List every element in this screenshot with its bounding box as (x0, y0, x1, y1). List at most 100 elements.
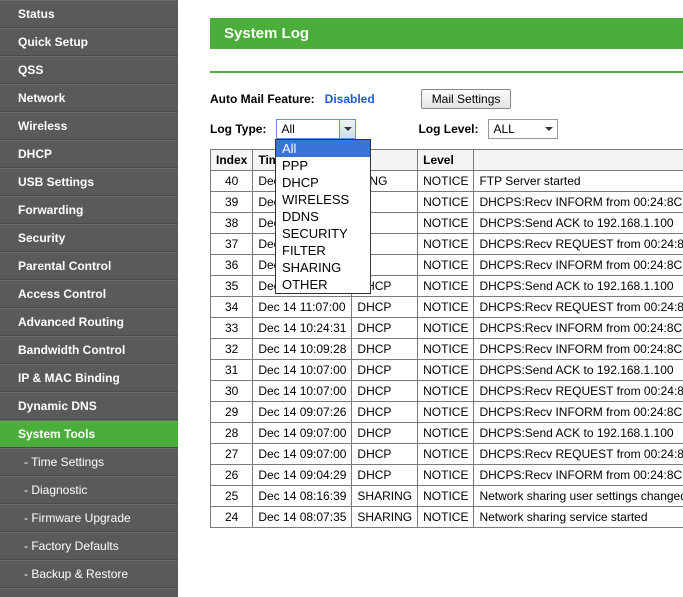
cell-content: FTP Server started (474, 171, 683, 192)
dropdown-option[interactable]: FILTER (276, 242, 370, 259)
divider (210, 71, 683, 73)
sidebar-item[interactable]: IP & MAC Binding (0, 364, 178, 392)
sidebar-item[interactable]: - Diagnostic (0, 476, 178, 504)
dropdown-option[interactable]: DDNS (276, 208, 370, 225)
cell-content: DHCPS:Recv REQUEST from 00:24:8C (474, 444, 683, 465)
log-type-select[interactable]: All (276, 119, 356, 139)
sidebar-item[interactable]: Dynamic DNS (0, 392, 178, 420)
cell-content: DHCPS:Recv REQUEST from 00:24:8C (474, 297, 683, 318)
cell-type: DHCP (352, 465, 418, 486)
sidebar-item[interactable]: Network (0, 84, 178, 112)
sidebar-item[interactable]: USB Settings (0, 168, 178, 196)
cell-time: Dec 14 09:04:29 (253, 465, 352, 486)
log-type-value: All (281, 122, 294, 136)
cell-type: DHCP (352, 402, 418, 423)
sidebar-item[interactable]: Advanced Routing (0, 308, 178, 336)
cell-index: 38 (211, 213, 253, 234)
cell-index: 30 (211, 381, 253, 402)
cell-index: 27 (211, 444, 253, 465)
mail-settings-button[interactable]: Mail Settings (421, 89, 512, 109)
sidebar-item[interactable]: Quick Setup (0, 28, 178, 56)
cell-type: DHCP (352, 381, 418, 402)
cell-index: 35 (211, 276, 253, 297)
sidebar-item[interactable]: - Reboot (0, 588, 178, 597)
dropdown-option[interactable]: All (276, 140, 370, 157)
sidebar-item[interactable]: System Tools (0, 420, 178, 448)
page-title: System Log (210, 18, 683, 49)
cell-level: NOTICE (418, 276, 474, 297)
table-row: 27Dec 14 09:07:00DHCPNOTICEDHCPS:Recv RE… (211, 444, 683, 465)
cell-content: DHCPS:Recv INFORM from 00:24:8C:6 (474, 402, 683, 423)
chevron-down-icon (541, 120, 557, 138)
dropdown-option[interactable]: OTHER (276, 276, 370, 293)
cell-content: DHCPS:Recv REQUEST from 00:24:8C (474, 234, 683, 255)
sidebar-item[interactable]: DHCP (0, 140, 178, 168)
cell-level: NOTICE (418, 171, 474, 192)
sidebar-item[interactable]: - Backup & Restore (0, 560, 178, 588)
cell-content: DHCPS:Recv INFORM from 00:24:8C:6 (474, 192, 683, 213)
cell-level: NOTICE (418, 381, 474, 402)
sidebar-item[interactable]: Access Control (0, 280, 178, 308)
table-row: 24Dec 14 08:07:35SHARINGNOTICENetwork sh… (211, 507, 683, 528)
sidebar-item[interactable]: Forwarding (0, 196, 178, 224)
sidebar-item[interactable]: QSS (0, 56, 178, 84)
col-content (474, 150, 683, 171)
auto-mail-label: Auto Mail Feature: (210, 92, 315, 106)
cell-content: Network sharing service started (474, 507, 683, 528)
cell-level: NOTICE (418, 507, 474, 528)
auto-mail-value: Disabled (325, 92, 375, 106)
log-level-select[interactable]: ALL (488, 119, 558, 139)
table-row: 33Dec 14 10:24:31DHCPNOTICEDHCPS:Recv IN… (211, 318, 683, 339)
cell-time: Dec 14 09:07:00 (253, 444, 352, 465)
cell-time: Dec 14 10:24:31 (253, 318, 352, 339)
log-level-label: Log Level: (418, 122, 478, 136)
log-level-value: ALL (493, 122, 514, 136)
cell-index: 37 (211, 234, 253, 255)
sidebar-item[interactable]: - Time Settings (0, 448, 178, 476)
sidebar-item[interactable]: - Firmware Upgrade (0, 504, 178, 532)
sidebar-item[interactable]: Parental Control (0, 252, 178, 280)
cell-index: 32 (211, 339, 253, 360)
cell-type: DHCP (352, 297, 418, 318)
cell-type: DHCP (352, 339, 418, 360)
cell-content: DHCPS:Send ACK to 192.168.1.100 (474, 276, 683, 297)
cell-content: DHCPS:Recv INFORM from 00:24:8C:6 (474, 465, 683, 486)
table-row: 30Dec 14 10:07:00DHCPNOTICEDHCPS:Recv RE… (211, 381, 683, 402)
cell-level: NOTICE (418, 297, 474, 318)
cell-index: 31 (211, 360, 253, 381)
cell-index: 24 (211, 507, 253, 528)
cell-level: NOTICE (418, 423, 474, 444)
cell-level: NOTICE (418, 213, 474, 234)
log-type-dropdown[interactable]: AllPPPDHCPWIRELESSDDNSSECURITYFILTERSHAR… (275, 139, 371, 294)
cell-type: DHCP (352, 360, 418, 381)
cell-level: NOTICE (418, 192, 474, 213)
main-content: System Log Auto Mail Feature: Disabled M… (178, 0, 683, 597)
cell-content: DHCPS:Recv INFORM from 00:24:8C:6 (474, 255, 683, 276)
dropdown-option[interactable]: SECURITY (276, 225, 370, 242)
sidebar-item[interactable]: Status (0, 0, 178, 28)
cell-index: 33 (211, 318, 253, 339)
dropdown-option[interactable]: PPP (276, 157, 370, 174)
dropdown-option[interactable]: WIRELESS (276, 191, 370, 208)
cell-level: NOTICE (418, 255, 474, 276)
cell-level: NOTICE (418, 339, 474, 360)
cell-content: DHCPS:Recv REQUEST from 00:24:8C (474, 381, 683, 402)
sidebar-item[interactable]: Wireless (0, 112, 178, 140)
cell-time: Dec 14 09:07:00 (253, 423, 352, 444)
log-type-label: Log Type: (210, 122, 266, 136)
filter-row: Log Type: All Log Level: ALL AllPPPDHCPW… (210, 119, 683, 139)
sidebar-item[interactable]: Bandwidth Control (0, 336, 178, 364)
sidebar-item[interactable]: - Factory Defaults (0, 532, 178, 560)
cell-level: NOTICE (418, 486, 474, 507)
cell-index: 29 (211, 402, 253, 423)
table-row: 28Dec 14 09:07:00DHCPNOTICEDHCPS:Send AC… (211, 423, 683, 444)
cell-time: Dec 14 09:07:26 (253, 402, 352, 423)
dropdown-option[interactable]: SHARING (276, 259, 370, 276)
table-row: 29Dec 14 09:07:26DHCPNOTICEDHCPS:Recv IN… (211, 402, 683, 423)
sidebar-item[interactable]: Security (0, 224, 178, 252)
cell-index: 26 (211, 465, 253, 486)
dropdown-option[interactable]: DHCP (276, 174, 370, 191)
cell-level: NOTICE (418, 318, 474, 339)
cell-time: Dec 14 08:07:35 (253, 507, 352, 528)
table-row: 26Dec 14 09:04:29DHCPNOTICEDHCPS:Recv IN… (211, 465, 683, 486)
